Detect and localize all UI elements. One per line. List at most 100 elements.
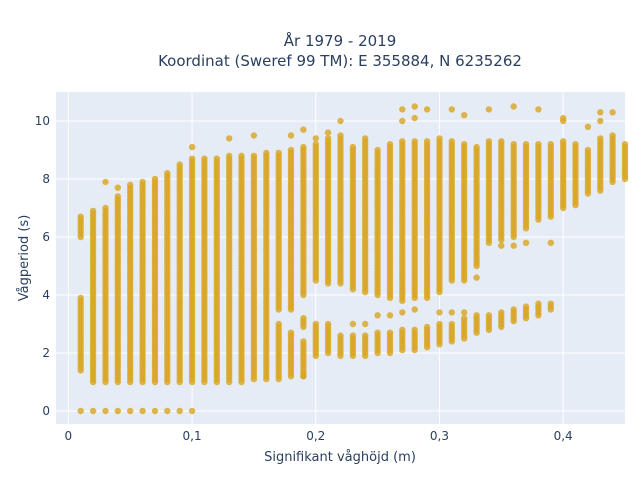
y-tick-label: 8	[42, 172, 50, 186]
data-point	[411, 326, 418, 333]
data-point	[399, 117, 406, 125]
data-point	[522, 141, 530, 148]
data-point	[597, 117, 604, 125]
data-point	[522, 239, 530, 246]
x-tick-label: 0,4	[554, 429, 573, 443]
data-point	[114, 193, 122, 200]
x-tick-label: 0,2	[306, 429, 325, 443]
data-point	[102, 407, 109, 415]
data-point	[324, 135, 332, 142]
data-point	[312, 320, 319, 328]
data-point	[399, 106, 406, 113]
x-tick-label: 0,1	[183, 429, 202, 443]
data-point	[461, 141, 468, 148]
x-axis-title: Signifikant våghöjd (m)	[264, 450, 416, 465]
y-tick-label: 4	[42, 288, 50, 302]
data-point	[386, 329, 394, 336]
data-point	[349, 320, 357, 328]
data-point	[176, 161, 183, 168]
y-tick-labels: 0 2 4 6 8 10	[35, 114, 50, 418]
y-tick-label: 0	[42, 404, 50, 418]
data-point	[250, 132, 258, 139]
data-point	[139, 407, 146, 415]
data-point	[498, 309, 505, 316]
data-point	[547, 141, 554, 148]
data-point	[510, 141, 517, 148]
data-point	[448, 309, 455, 316]
data-point	[275, 149, 282, 157]
data-point	[312, 141, 319, 148]
data-point	[238, 152, 245, 159]
data-point	[448, 320, 455, 328]
data-point	[275, 320, 282, 328]
data-point	[77, 407, 84, 415]
data-point	[213, 155, 220, 162]
data-point	[114, 407, 122, 415]
x-tick-label: 0	[65, 429, 73, 443]
data-point	[411, 114, 418, 122]
data-point	[287, 146, 295, 154]
data-point	[89, 407, 97, 415]
data-point	[89, 207, 97, 215]
data-point	[510, 103, 517, 110]
data-point	[436, 309, 443, 316]
data-point	[77, 213, 84, 220]
data-point	[362, 135, 369, 142]
data-point	[399, 326, 406, 333]
data-point	[461, 315, 468, 322]
data-point	[77, 294, 84, 302]
data-point	[139, 178, 146, 186]
data-point	[127, 407, 134, 415]
data-point	[535, 141, 542, 148]
data-point	[535, 300, 542, 307]
y-axis-title: Vågperiod (s)	[17, 215, 32, 302]
data-point	[349, 332, 357, 339]
data-point	[547, 239, 554, 246]
data-point	[188, 155, 196, 162]
data-point	[609, 132, 616, 139]
data-point	[423, 106, 431, 113]
data-point	[423, 323, 431, 331]
data-point	[374, 312, 381, 319]
data-point	[498, 138, 505, 145]
data-point	[609, 109, 616, 116]
data-point	[300, 315, 307, 322]
data-point	[448, 138, 455, 145]
data-point	[386, 141, 394, 148]
data-points	[77, 103, 629, 415]
data-point	[386, 312, 394, 319]
data-point	[127, 181, 134, 188]
chart-title-line-1: År 1979 - 2019	[284, 31, 397, 50]
data-point	[250, 152, 258, 159]
data-point	[510, 306, 517, 313]
data-point	[584, 123, 592, 130]
data-point	[324, 320, 332, 328]
data-point	[597, 135, 604, 142]
data-point	[411, 138, 418, 145]
chart-title-line-2: Koordinat (Sweref 99 TM): E 355884, N 62…	[158, 52, 522, 70]
data-point	[436, 320, 443, 328]
data-point	[461, 309, 468, 316]
data-point	[164, 170, 171, 177]
data-point	[560, 138, 567, 145]
data-point	[461, 112, 468, 119]
data-point	[473, 143, 480, 151]
data-point	[287, 132, 295, 139]
data-point	[337, 117, 344, 125]
data-point	[362, 332, 369, 339]
data-point	[560, 114, 567, 122]
data-point	[374, 329, 381, 336]
data-point	[188, 143, 196, 151]
data-point	[151, 407, 159, 415]
data-point	[176, 407, 183, 415]
data-point	[300, 373, 307, 380]
data-point	[473, 312, 480, 319]
data-point	[436, 135, 443, 142]
data-point	[188, 407, 196, 415]
data-point	[151, 175, 159, 183]
data-point	[584, 146, 592, 154]
data-point	[498, 242, 505, 249]
data-point	[399, 309, 406, 316]
data-point	[300, 126, 307, 133]
